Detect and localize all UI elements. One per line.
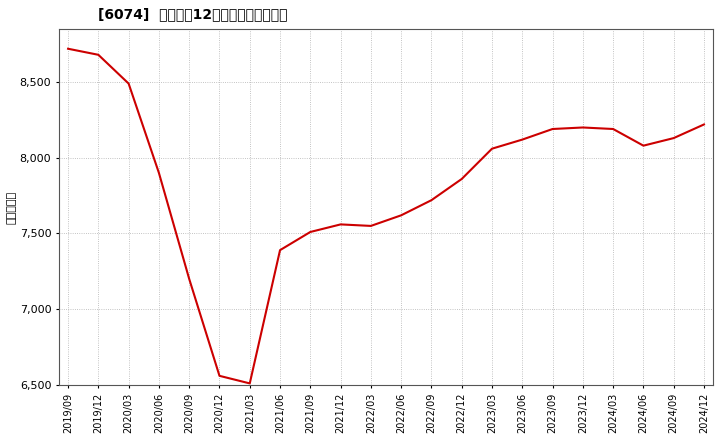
Y-axis label: （百万円）: （百万円） — [7, 191, 17, 224]
Text: [6074]  売上高の12か月移動合計の推移: [6074] 売上高の12か月移動合計の推移 — [98, 7, 288, 21]
